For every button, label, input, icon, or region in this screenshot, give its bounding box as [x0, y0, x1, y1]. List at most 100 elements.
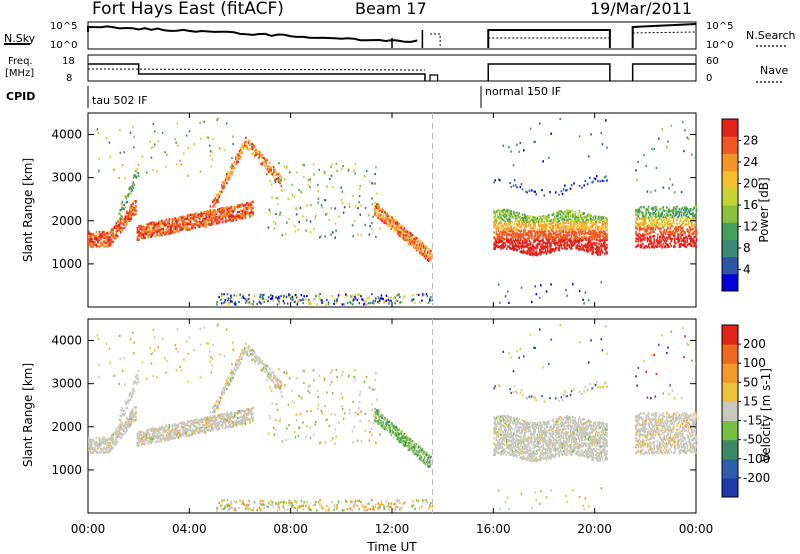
power-cell — [505, 234, 508, 238]
power-cell — [270, 166, 272, 169]
power-cell — [400, 227, 403, 230]
power-cell — [430, 255, 432, 259]
power-cell — [680, 215, 683, 218]
power-cell — [174, 217, 177, 220]
power-cell — [323, 171, 326, 174]
power-cell — [544, 230, 547, 233]
power-cell — [377, 216, 379, 220]
power-cell — [579, 224, 582, 227]
power-cell — [186, 223, 189, 226]
power-cell — [562, 226, 565, 229]
power-cell — [640, 239, 643, 242]
power-cell — [556, 235, 558, 238]
power-cell — [656, 215, 659, 218]
power-cell — [521, 250, 524, 253]
power-cell — [530, 233, 533, 236]
power-cell — [92, 244, 95, 247]
power-cell — [534, 231, 536, 234]
power-cell — [517, 232, 519, 236]
power-cell — [212, 205, 214, 208]
power-cell — [573, 182, 575, 185]
power-cell — [101, 231, 104, 234]
power-cell — [279, 182, 281, 185]
power-cell — [594, 228, 597, 231]
power-cell — [560, 234, 563, 238]
power-cell — [398, 293, 400, 296]
power-cell — [232, 215, 234, 218]
power-cell — [174, 223, 177, 226]
power-cell — [507, 238, 509, 241]
power-cell — [658, 241, 660, 244]
power-cell — [269, 293, 272, 297]
power-cell — [252, 151, 255, 155]
power-cell — [407, 238, 410, 242]
power-cell — [187, 174, 190, 177]
power-cell — [262, 156, 265, 159]
velocity-panel-frame — [87, 318, 697, 514]
power-cell — [333, 298, 336, 301]
power-cell — [410, 233, 413, 237]
power-cell — [640, 227, 643, 231]
power-cell — [650, 214, 652, 218]
power-cell — [668, 224, 670, 227]
power-cell — [581, 227, 583, 230]
power-cell — [687, 222, 690, 225]
power-cell — [198, 224, 201, 227]
power-cell — [663, 220, 666, 223]
power-cell — [236, 216, 239, 219]
power-cell — [535, 293, 538, 296]
power-cell — [521, 213, 524, 216]
power-cell — [167, 229, 169, 232]
power-cell — [538, 236, 541, 239]
power-cell — [525, 234, 527, 237]
power-cell — [529, 127, 532, 130]
power-cell — [661, 246, 664, 249]
power-cell — [272, 166, 275, 169]
power-cell — [600, 239, 603, 242]
power-cell — [655, 212, 658, 215]
power-cell — [152, 146, 154, 149]
power-cell — [552, 213, 555, 216]
power-cell — [224, 217, 227, 220]
power-cell — [683, 236, 685, 239]
power-cell — [566, 189, 568, 192]
power-cell — [427, 255, 430, 258]
power-cell — [640, 211, 643, 215]
power-cell — [518, 235, 521, 239]
power-cell — [189, 218, 192, 221]
power-cell — [695, 237, 698, 241]
power-cell — [601, 244, 604, 247]
power-cell — [383, 221, 385, 224]
power-cell — [376, 192, 378, 195]
power-cell — [565, 214, 567, 217]
power-cell — [538, 234, 541, 237]
power-cell — [237, 154, 240, 158]
power-cell — [545, 252, 548, 255]
power-cell — [116, 220, 119, 223]
power-cell — [639, 222, 642, 225]
power-cell — [405, 231, 408, 235]
power-cell — [390, 215, 393, 219]
power-cell — [334, 207, 336, 210]
power-cell — [689, 209, 692, 212]
power-cell — [597, 218, 599, 221]
power-cell — [589, 232, 591, 236]
power-cell — [118, 223, 120, 226]
power-cell — [265, 158, 267, 161]
power-cell — [542, 245, 544, 249]
power-cell — [187, 146, 190, 149]
power-cell — [684, 236, 686, 240]
power-cell — [203, 221, 206, 225]
power-cell — [398, 234, 401, 237]
power-cell — [551, 213, 554, 217]
power-cell — [223, 211, 225, 215]
power-cell — [545, 290, 548, 293]
power-cell — [396, 231, 399, 234]
power-cell — [525, 217, 527, 220]
power-cell — [636, 209, 638, 212]
power-cell — [427, 301, 430, 304]
power-cell — [546, 242, 549, 245]
power-cell — [533, 215, 535, 219]
power-cell — [550, 219, 552, 222]
power-cell — [125, 201, 128, 204]
